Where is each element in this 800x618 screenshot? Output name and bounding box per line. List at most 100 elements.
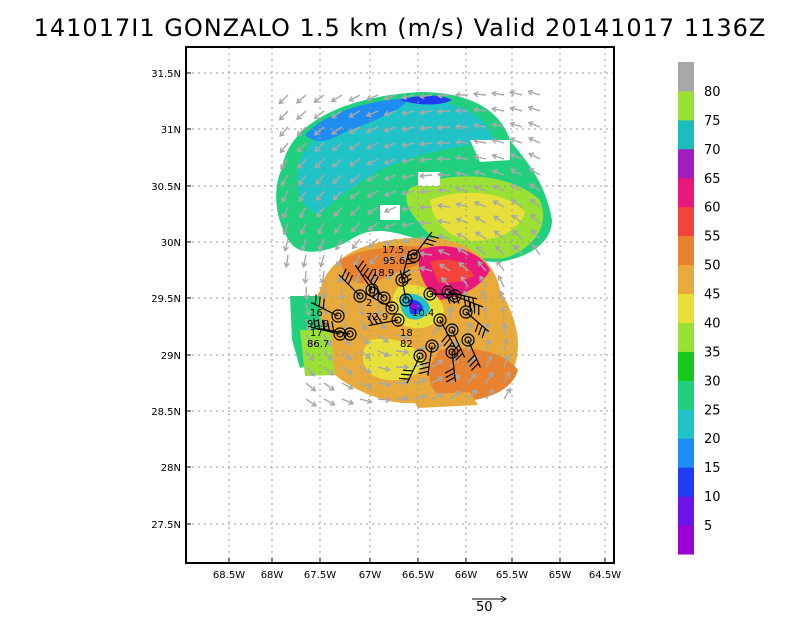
wind-vector — [352, 238, 361, 249]
wind-vector — [384, 126, 397, 132]
wind-vector-head — [493, 230, 500, 237]
wind-vector — [431, 325, 441, 336]
wind-barb — [338, 274, 361, 297]
wind-vector — [349, 174, 361, 183]
wind-vector — [402, 190, 415, 195]
obs-dir: 95.6 — [383, 256, 405, 267]
wind-vector — [492, 123, 505, 128]
obs-station-marker — [445, 323, 459, 337]
wind-vector-head — [295, 98, 302, 104]
wind-vector-head — [401, 109, 408, 116]
wind-vector-head — [363, 338, 370, 345]
wind-vector — [305, 366, 315, 377]
wind-vector-head — [447, 305, 454, 312]
wind-vector — [384, 94, 397, 100]
wind-vector — [420, 94, 433, 98]
wind-vector — [331, 126, 343, 135]
wind-vector-head — [384, 366, 391, 373]
wind-barb — [413, 231, 433, 257]
x-tick-label: 65.5W — [496, 570, 528, 581]
wind-vector — [366, 126, 379, 133]
wind-vector-head — [400, 253, 407, 260]
wind-vector-head — [420, 393, 427, 400]
wind-vector — [302, 254, 307, 267]
wind-vector-head — [329, 400, 336, 406]
wind-barb-feather — [405, 261, 416, 265]
wind-vector-head — [283, 262, 290, 269]
wind-vector-head — [315, 179, 321, 185]
wind-vector — [456, 156, 469, 160]
wind-vector — [323, 318, 330, 331]
wind-vector — [335, 238, 343, 250]
wind-vector-head — [333, 211, 339, 218]
wind-vector — [359, 382, 372, 388]
obs-station-marker — [459, 305, 473, 319]
wind-barb-feather — [322, 319, 326, 330]
colorbar-swatch — [678, 322, 694, 352]
obs-dir: 86.7 — [307, 339, 329, 350]
colorbar-swatch — [678, 496, 694, 526]
wind-barb-feather — [357, 260, 365, 270]
wind-vector — [449, 306, 452, 320]
scale-vector-label: 50 — [476, 600, 493, 615]
y-tick-label: 27.5N — [151, 520, 181, 531]
wind-barb-feather — [372, 276, 379, 286]
wind-vector-head — [282, 229, 289, 236]
obs-speed: 18 — [400, 328, 413, 339]
wind-barb-feather — [362, 267, 370, 277]
axis-ticks — [186, 72, 606, 563]
wind-vector-head — [464, 305, 471, 312]
wind-vector-head — [490, 90, 497, 97]
wind-vector-head — [385, 381, 392, 388]
wind-vector-head — [401, 189, 407, 196]
lat-lon-grid — [186, 47, 614, 563]
wind-vector-head — [384, 256, 391, 263]
wind-vector — [503, 339, 508, 352]
wind-vector — [485, 339, 491, 352]
obs-speed: 2 — [366, 298, 372, 309]
wind-vector — [503, 371, 510, 384]
wind-vector-head — [454, 154, 461, 162]
wind-vector — [332, 174, 343, 184]
obs-station-marker — [445, 345, 459, 359]
wind-barb-feather — [445, 293, 451, 304]
wind-vector — [377, 318, 386, 330]
wind-vector-head — [511, 214, 518, 221]
wind-barb-feather — [401, 273, 411, 280]
colorbar-swatch — [678, 62, 694, 92]
wind-vector-head — [366, 143, 372, 150]
wind-vector — [316, 206, 325, 218]
wind-vector — [285, 254, 289, 267]
wind-vector — [350, 206, 361, 216]
observation-barbs — [310, 231, 490, 384]
wind-vector — [367, 206, 379, 215]
obs-station-marker — [333, 327, 347, 341]
wind-vector — [336, 254, 343, 267]
wind-vector-head — [472, 106, 479, 114]
wind-barb — [427, 345, 433, 376]
wind-vector-head — [504, 371, 511, 377]
wind-vector-head — [278, 98, 285, 105]
wind-vector-head — [281, 196, 287, 203]
wind-vector — [492, 107, 505, 112]
wind-vector-head — [347, 369, 353, 375]
wind-vector-head — [473, 200, 480, 207]
wind-vector — [318, 238, 325, 251]
wind-vector-head — [342, 325, 349, 332]
wind-vector-head — [436, 155, 443, 163]
wind-vector — [431, 393, 444, 400]
wind-vector — [377, 382, 390, 386]
wind-barb-feather — [317, 319, 321, 330]
wind-vector — [510, 122, 523, 128]
wind-vector-head — [296, 147, 303, 153]
wind-vector — [402, 158, 415, 163]
wind-vector-head — [454, 170, 461, 177]
wind-vector — [402, 174, 415, 179]
wind-vector — [419, 174, 433, 177]
wind-vector-head — [418, 140, 425, 148]
wind-vector-head — [366, 208, 373, 215]
wind-vector-head — [402, 334, 409, 341]
wind-barb-feather — [402, 277, 412, 285]
wind-vector-head — [353, 260, 359, 267]
wind-vector-head — [527, 136, 534, 143]
